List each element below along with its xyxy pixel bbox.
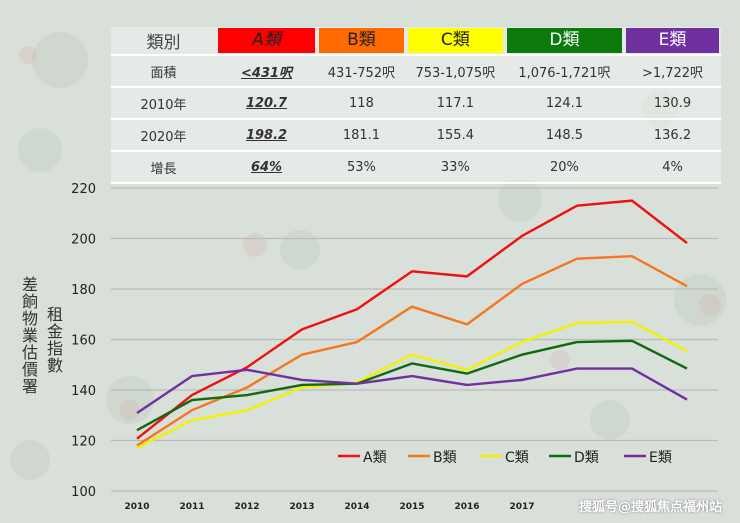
- table-row: 面積 <431呎 431-752呎 753-1,075呎 1,076-1,721…: [111, 55, 721, 88]
- header-a-label: A類: [218, 28, 316, 53]
- legend-label: B類: [433, 450, 457, 466]
- table-cell: 33%: [405, 151, 505, 184]
- y-tick-label: 220: [71, 182, 96, 197]
- series-line: [136, 199, 688, 440]
- table-cell: 148.5: [504, 119, 625, 152]
- x-tick-label: 2013: [289, 502, 314, 512]
- legend-label: D類: [574, 450, 599, 466]
- table-cell: 20%: [504, 151, 625, 184]
- header-e-label: E類: [626, 28, 719, 53]
- table-cell: 198.2: [216, 119, 318, 152]
- x-tick-label: 2016: [454, 502, 479, 512]
- table-cell: 124.1: [504, 87, 625, 120]
- legend-label: C類: [505, 450, 529, 466]
- x-tick-label: 2012: [234, 502, 259, 512]
- table-cell: 130.9: [624, 87, 721, 120]
- y-axis-title-inner: 租金指數: [44, 306, 63, 374]
- series-line: [136, 320, 688, 449]
- series-line: [136, 339, 688, 432]
- x-tick-label: 2010: [124, 502, 149, 512]
- table-cell: >1,722呎: [624, 55, 721, 88]
- y-tick-label: 100: [71, 485, 96, 500]
- header-d-label: D類: [506, 28, 623, 53]
- row-label: 增長: [111, 151, 217, 184]
- header-col-d: D類: [504, 27, 625, 56]
- legend-label: E類: [649, 450, 672, 466]
- table-cell: 181.1: [317, 119, 406, 152]
- table-cell: 136.2: [624, 119, 721, 152]
- x-tick-label: 2017: [509, 502, 534, 512]
- legend-label: A類: [363, 450, 387, 466]
- table-cell: 120.7: [216, 87, 318, 120]
- header-c-label: C類: [407, 28, 503, 53]
- x-tick-label: 2011: [179, 502, 204, 512]
- y-tick-label: 140: [71, 384, 96, 399]
- table-cell: 64%: [216, 151, 318, 184]
- header-col-b: B類: [317, 27, 406, 56]
- summary-table: 類別 A類 B類 C類 D類 E類 面積 <431呎 431-752呎 753-…: [111, 27, 721, 184]
- row-label: 2020年: [111, 119, 217, 152]
- row-label: 面積: [111, 55, 217, 88]
- header-label: 類別: [111, 27, 217, 56]
- table-cell: 431-752呎: [317, 55, 406, 88]
- header-col-a: A類: [216, 27, 318, 56]
- table-cell: 53%: [317, 151, 406, 184]
- watermark: 搜狐号@搜狐焦点福州站: [578, 500, 722, 515]
- table-row: 2010年 120.7 118 117.1 124.1 130.9: [111, 87, 721, 120]
- table-cell: <431呎: [216, 55, 318, 88]
- y-tick-label: 120: [71, 435, 96, 450]
- table-cell: 155.4: [405, 119, 505, 152]
- y-tick-label: 200: [71, 233, 96, 248]
- y-axis-title-outer: 差餉物業估價署: [19, 276, 38, 395]
- x-tick-label: 2015: [399, 502, 424, 512]
- table-cell: 117.1: [405, 87, 505, 120]
- header-b-label: B類: [319, 28, 404, 53]
- table-cell: 1,076-1,721呎: [504, 55, 625, 88]
- table-row: 增長 64% 53% 33% 20% 4%: [111, 151, 721, 184]
- table-cell: 753-1,075呎: [405, 55, 505, 88]
- table-row: 2020年 198.2 181.1 155.4 148.5 136.2: [111, 119, 721, 152]
- y-tick-label: 160: [71, 334, 96, 349]
- table-cell: 4%: [624, 151, 721, 184]
- header-col-e: E類: [624, 27, 721, 56]
- y-tick-label: 180: [71, 283, 96, 298]
- table-header-row: 類別 A類 B類 C類 D類 E類: [111, 27, 721, 56]
- series-line: [136, 367, 688, 414]
- x-tick-label: 2014: [344, 502, 369, 512]
- series-line: [136, 254, 688, 447]
- header-col-c: C類: [405, 27, 505, 56]
- row-label: 2010年: [111, 87, 217, 120]
- table-cell: 118: [317, 87, 406, 120]
